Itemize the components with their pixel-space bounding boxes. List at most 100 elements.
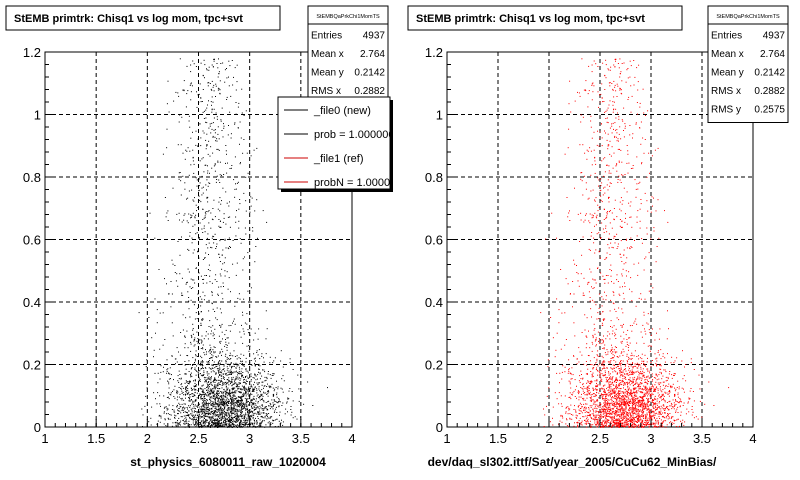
scatter-point xyxy=(202,404,204,406)
scatter-point xyxy=(218,363,220,365)
scatter-point xyxy=(567,216,569,218)
scatter-point xyxy=(230,412,232,414)
scatter-point xyxy=(166,426,168,428)
scatter-point xyxy=(637,81,639,83)
scatter-point xyxy=(264,426,266,428)
scatter-point xyxy=(255,246,257,247)
scatter-point xyxy=(662,408,664,410)
scatter-point xyxy=(247,370,249,372)
scatter-point xyxy=(195,408,196,410)
scatter-point xyxy=(615,129,616,131)
scatter-point xyxy=(202,259,204,260)
scatter-point xyxy=(209,270,211,272)
scatter-point xyxy=(211,424,213,426)
scatter-point xyxy=(567,283,569,285)
scatter-point xyxy=(637,383,639,385)
scatter-point xyxy=(175,421,177,423)
scatter-point xyxy=(623,107,625,109)
scatter-point xyxy=(578,396,580,398)
scatter-point xyxy=(273,420,275,421)
scatter-point xyxy=(166,103,168,105)
scatter-point xyxy=(622,200,624,202)
scatter-point xyxy=(242,311,243,313)
scatter-point xyxy=(220,203,222,205)
scatter-point xyxy=(611,368,613,370)
scatter-point xyxy=(202,291,204,293)
scatter-point xyxy=(634,350,636,352)
scatter-point xyxy=(267,416,268,418)
scatter-point xyxy=(220,412,222,414)
scatter-point xyxy=(545,238,547,240)
scatter-point xyxy=(642,403,644,405)
scatter-point xyxy=(262,395,264,397)
scatter-point xyxy=(214,163,216,165)
scatter-point xyxy=(186,423,188,424)
scatter-point xyxy=(263,400,265,402)
scatter-point xyxy=(644,414,646,416)
scatter-point xyxy=(212,390,214,392)
scatter-point xyxy=(173,411,175,413)
scatter-point xyxy=(228,342,230,344)
scatter-point xyxy=(219,273,221,275)
scatter-point xyxy=(214,402,216,404)
scatter-point xyxy=(222,373,224,375)
scatter-point xyxy=(614,397,616,399)
scatter-point xyxy=(632,401,634,403)
scatter-point xyxy=(620,341,622,343)
scatter-point xyxy=(213,410,215,412)
scatter-point xyxy=(611,382,613,384)
scatter-point xyxy=(651,380,653,382)
scatter-point xyxy=(182,175,184,177)
scatter-point xyxy=(627,424,629,426)
scatter-point xyxy=(188,360,190,362)
scatter-point xyxy=(171,355,173,357)
scatter-point xyxy=(191,337,193,339)
scatter-point xyxy=(213,60,215,62)
scatter-point xyxy=(196,423,198,425)
scatter-point xyxy=(613,417,615,419)
scatter-point xyxy=(219,414,221,416)
scatter-point xyxy=(185,283,187,285)
scatter-point xyxy=(265,407,267,409)
scatter-point xyxy=(240,402,242,404)
scatter-point xyxy=(649,345,651,347)
scatter-point xyxy=(227,427,229,428)
scatter-point xyxy=(204,394,205,396)
scatter-point xyxy=(610,383,612,385)
scatter-point xyxy=(166,409,168,411)
scatter-point xyxy=(215,85,217,87)
scatter-point xyxy=(194,416,196,418)
scatter-point xyxy=(616,356,618,358)
scatter-point xyxy=(573,259,575,261)
scatter-point xyxy=(169,373,171,375)
scatter-point xyxy=(214,129,216,131)
scatter-point xyxy=(222,282,224,284)
scatter-point xyxy=(187,90,189,92)
scatter-point xyxy=(242,403,244,405)
scatter-point xyxy=(597,355,599,357)
scatter-point xyxy=(580,370,582,372)
scatter-point xyxy=(218,149,220,151)
scatter-point xyxy=(218,253,220,255)
scatter-point xyxy=(623,408,625,410)
scatter-point xyxy=(662,355,664,357)
scatter-point xyxy=(225,392,227,394)
scatter-point xyxy=(247,410,249,412)
scatter-point xyxy=(252,423,253,425)
scatter-point xyxy=(202,399,204,401)
scatter-point xyxy=(657,147,659,149)
scatter-point xyxy=(577,391,579,393)
scatter-point xyxy=(589,249,591,251)
scatter-point xyxy=(202,282,204,284)
scatter-point xyxy=(214,279,216,281)
scatter-point xyxy=(587,414,589,416)
scatter-point xyxy=(206,282,208,284)
scatter-point xyxy=(187,415,189,416)
scatter-point xyxy=(570,404,572,406)
scatter-point xyxy=(149,212,151,214)
scatter-point xyxy=(606,426,608,428)
scatter-point xyxy=(239,368,241,370)
scatter-point xyxy=(250,328,252,330)
scatter-point xyxy=(244,377,246,378)
